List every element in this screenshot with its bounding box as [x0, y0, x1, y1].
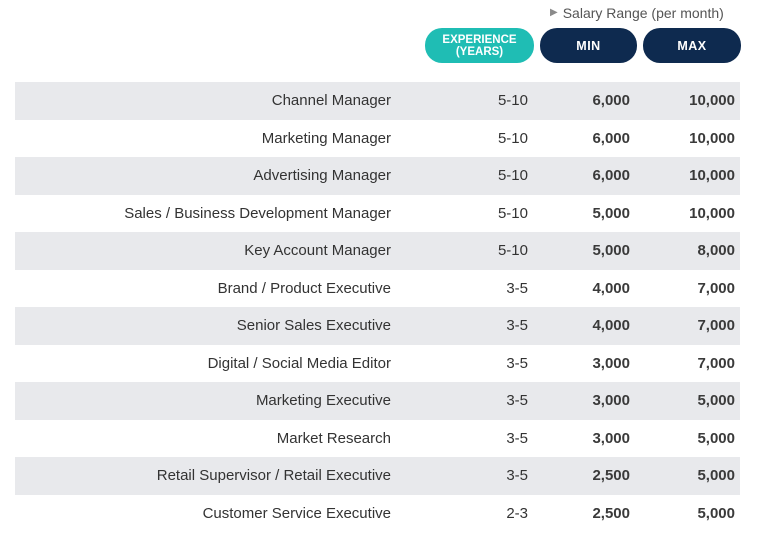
max-salary-cell: 7,000	[697, 317, 735, 335]
salary-table: Channel Manager 5-10 6,000 10,000 Marketing …	[15, 82, 740, 532]
experience-cell: 5-10	[497, 204, 528, 222]
job-title-cell: Retail Supervisor / Retail Executive	[156, 467, 391, 485]
job-title-cell: Brand / Product Executive	[217, 279, 391, 297]
play-triangle-icon: ▶	[550, 7, 558, 18]
job-title-cell: Advertising Manager	[253, 167, 391, 185]
min-salary-cell: 6,000	[592, 167, 630, 185]
table-row: Channel Manager 5-10 6,000 10,000	[15, 82, 740, 120]
min-salary-cell: 4,000	[592, 317, 630, 335]
max-salary-cell: 8,000	[697, 242, 735, 260]
max-salary-cell: 10,000	[689, 204, 735, 222]
job-title-cell: Sales / Business Development Manager	[124, 204, 391, 222]
experience-header-line1: EXPERIENCE	[442, 33, 517, 46]
experience-cell: 5-10	[497, 167, 528, 185]
job-title-cell: Digital / Social Media Editor	[207, 354, 391, 372]
salary-range-caption: ▶ Salary Range (per month)	[550, 5, 724, 21]
min-salary-cell: 5,000	[592, 204, 630, 222]
table-row: Digital / Social Media Editor 3-5 3,000 7,0…	[15, 345, 740, 383]
table-row: Brand / Product Executive 3-5 4,000 7,000	[15, 270, 740, 308]
experience-cell: 5-10	[497, 242, 528, 260]
experience-cell: 3-5	[506, 279, 528, 297]
job-title-cell: Market Research	[276, 429, 391, 447]
table-row: Sales / Business Development Manager 5-10…	[15, 195, 740, 233]
experience-header-line2: (YEARS)	[455, 45, 504, 58]
job-title-cell: Senior Sales Executive	[236, 317, 391, 335]
salary-range-label: Salary Range (per month)	[562, 5, 724, 21]
min-salary-cell: 3,000	[592, 392, 630, 410]
min-salary-cell: 2,500	[592, 467, 630, 485]
min-salary-cell: 6,000	[592, 129, 630, 147]
table-row: Marketing Manager 5-10 6,000 10,000	[15, 120, 740, 158]
experience-cell: 3-5	[506, 354, 528, 372]
max-salary-cell: 5,000	[697, 392, 735, 410]
max-salary-cell: 5,000	[697, 467, 735, 485]
experience-cell: 3-5	[506, 317, 528, 335]
table-row: Marketing Executive 3-5 3,000 5,000	[15, 382, 740, 420]
min-salary-cell: 4,000	[592, 279, 630, 297]
experience-cell: 3-5	[506, 392, 528, 410]
min-salary-cell: 2,500	[592, 504, 630, 522]
max-salary-header: MAX	[643, 28, 741, 63]
min-salary-header: MIN	[540, 28, 637, 63]
max-salary-cell: 7,000	[697, 354, 735, 372]
max-salary-cell: 7,000	[697, 279, 735, 297]
max-salary-cell: 10,000	[689, 129, 735, 147]
job-title-cell: Marketing Manager	[261, 129, 391, 147]
table-row: Market Research 3-5 3,000 5,000	[15, 420, 740, 458]
min-salary-cell: 3,000	[592, 354, 630, 372]
experience-cell: 5-10	[497, 92, 528, 110]
max-salary-cell: 10,000	[689, 167, 735, 185]
experience-cell: 5-10	[497, 129, 528, 147]
experience-cell: 3-5	[506, 467, 528, 485]
min-salary-cell: 3,000	[592, 429, 630, 447]
table-row: Customer Service Executive 2-3 2,500 5,000	[15, 495, 740, 533]
min-salary-cell: 6,000	[592, 92, 630, 110]
job-title-cell: Key Account Manager	[244, 242, 391, 260]
job-title-cell: Channel Manager	[271, 92, 391, 110]
max-salary-cell: 5,000	[697, 429, 735, 447]
experience-years-header: EXPERIENCE (YEARS)	[425, 28, 534, 63]
table-row: Retail Supervisor / Retail Executive 3-5 2…	[15, 457, 740, 495]
experience-cell: 2-3	[506, 504, 528, 522]
min-salary-cell: 5,000	[592, 242, 630, 260]
experience-cell: 3-5	[506, 429, 528, 447]
max-salary-cell: 5,000	[697, 504, 735, 522]
max-salary-cell: 10,000	[689, 92, 735, 110]
job-title-cell: Customer Service Executive	[202, 504, 391, 522]
table-row: Advertising Manager 5-10 6,000 10,000	[15, 157, 740, 195]
table-row: Key Account Manager 5-10 5,000 8,000	[15, 232, 740, 270]
table-row: Senior Sales Executive 3-5 4,000 7,000	[15, 307, 740, 345]
job-title-cell: Marketing Executive	[255, 392, 391, 410]
